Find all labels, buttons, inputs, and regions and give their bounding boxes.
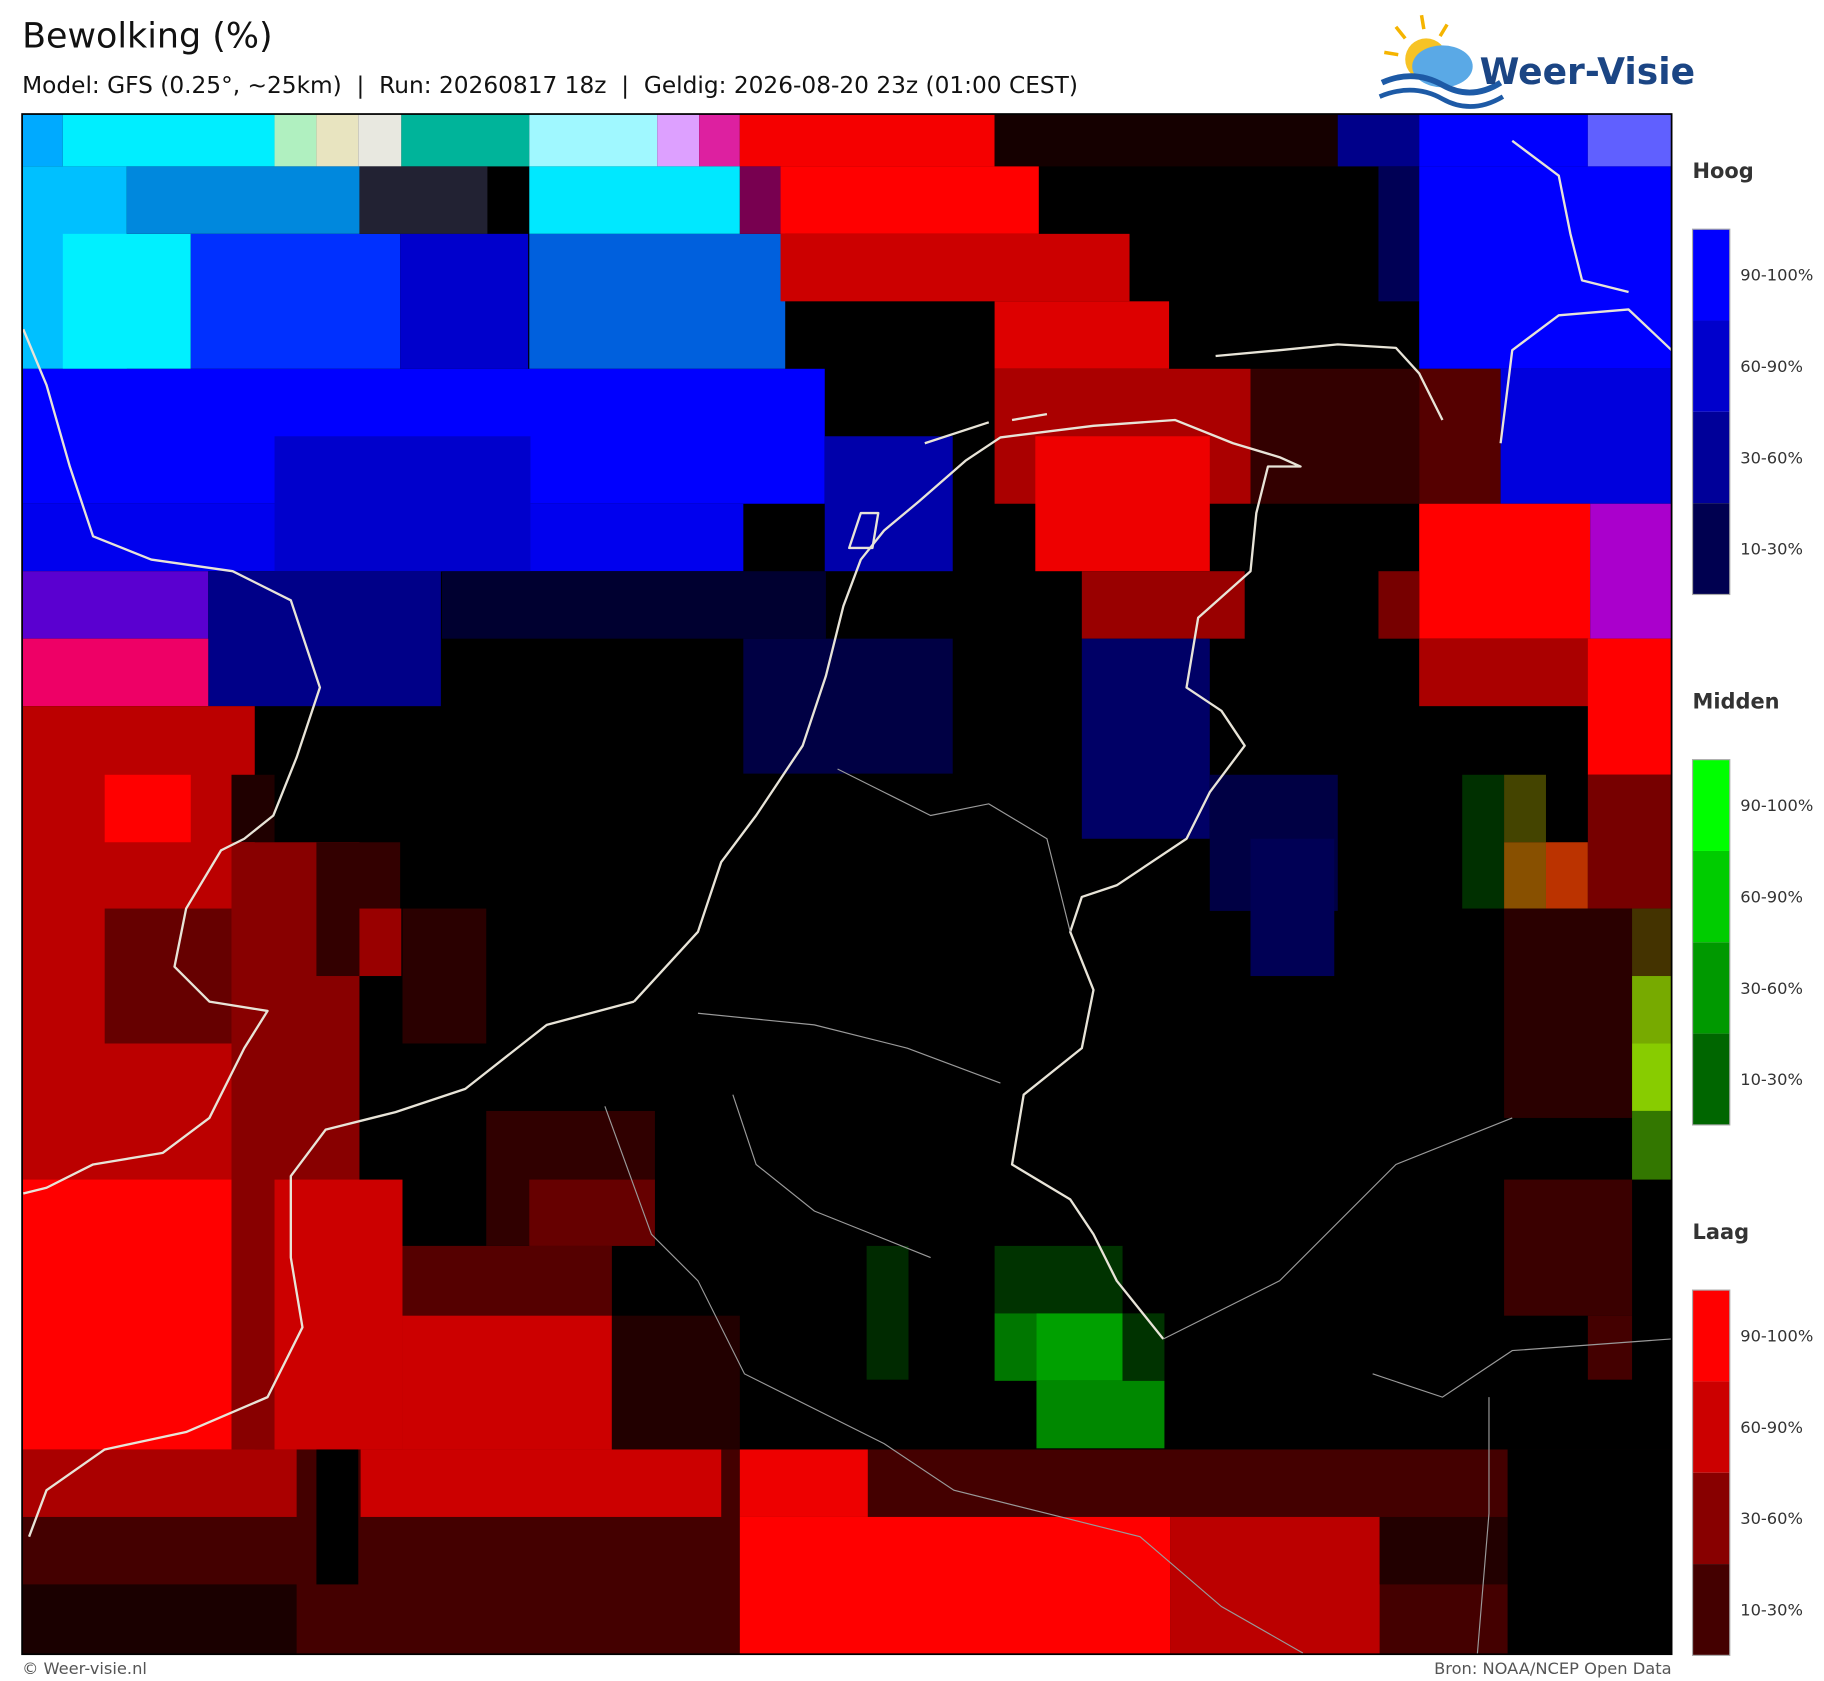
legend-frame [1691, 228, 1731, 596]
footer-credit: © Weer-visie.nl [22, 1659, 147, 1678]
legend-swatch [1692, 1290, 1730, 1382]
legend-swatch [1692, 1381, 1730, 1473]
legend-label: 60-90% [1740, 1418, 1803, 1437]
legend-frame [1691, 1289, 1731, 1656]
legend-label: 60-90% [1740, 887, 1803, 906]
legend-swatch [1692, 411, 1730, 504]
legend-title: Hoog [1693, 159, 1754, 183]
legend-swatch [1692, 1472, 1730, 1565]
legend-label: 30-60% [1740, 448, 1803, 467]
footer-source: Bron: NOAA/NCEP Open Data [1434, 1659, 1672, 1678]
legend-swatch [1692, 503, 1730, 595]
legend-label: 60-90% [1740, 357, 1803, 376]
legend-frame [1691, 759, 1731, 1126]
legend-swatch [1692, 1564, 1730, 1656]
legend-label: 30-60% [1740, 1509, 1803, 1528]
legend-title: Laag [1693, 1220, 1750, 1244]
legend: Hoog 90-100% 60-90% 30-60% 10-30% Midden 90-10… [1691, 159, 1813, 1656]
legend-swatch [1692, 942, 1730, 1034]
title: Bewolking (%) [22, 17, 273, 57]
legend-label: 90-100% [1740, 266, 1813, 285]
legend-swatch [1692, 759, 1730, 851]
legend-label: 10-30% [1740, 1601, 1803, 1620]
subtitle: Model: GFS (0.25°, ~25km) | Run: 2026081… [22, 72, 1078, 99]
logo: Weer-Visie [1378, 14, 1695, 109]
legend-label: 90-100% [1740, 796, 1813, 815]
legend-swatch [1692, 320, 1730, 412]
legend-swatch [1692, 850, 1730, 943]
cloud-map [21, 113, 1673, 1656]
legend-swatch [1692, 1033, 1730, 1125]
legend-label: 10-30% [1740, 1070, 1803, 1089]
legend-label: 10-30% [1740, 540, 1803, 559]
logo-text: Weer-Visie [1480, 51, 1695, 93]
legend-swatch [1692, 229, 1730, 321]
legend-label: 30-60% [1740, 979, 1803, 998]
legend-title: Midden [1693, 689, 1780, 713]
legend-label: 90-100% [1740, 1327, 1813, 1346]
